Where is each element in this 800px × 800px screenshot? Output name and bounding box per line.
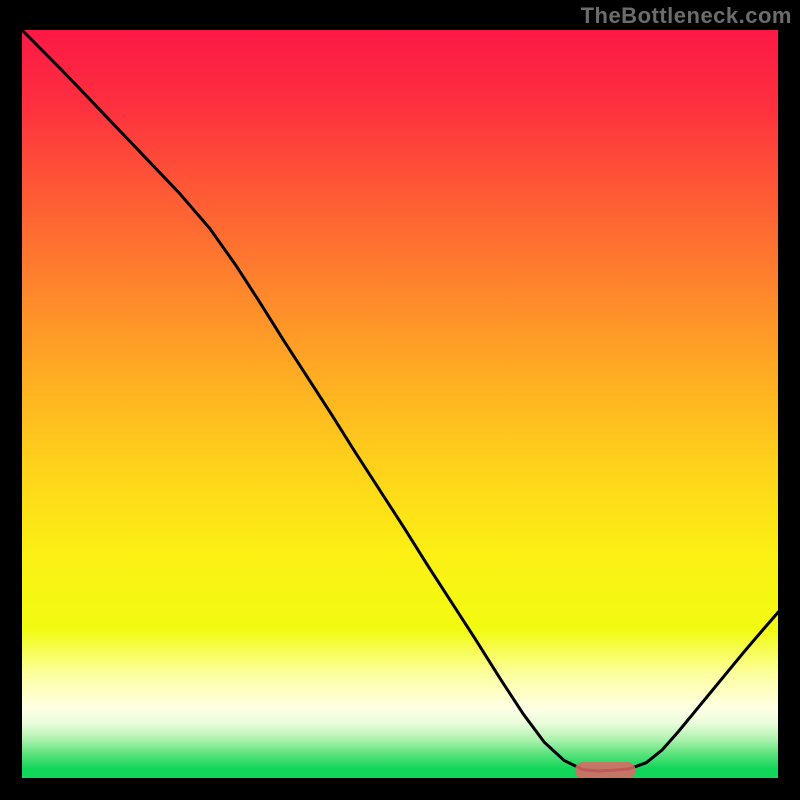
gradient-background bbox=[20, 28, 780, 780]
watermark: TheBottleneck.com bbox=[581, 3, 792, 29]
plot-area bbox=[20, 28, 780, 780]
plot-svg bbox=[20, 28, 780, 780]
highlight-marker bbox=[575, 762, 636, 779]
stage: TheBottleneck.com bbox=[0, 0, 800, 800]
